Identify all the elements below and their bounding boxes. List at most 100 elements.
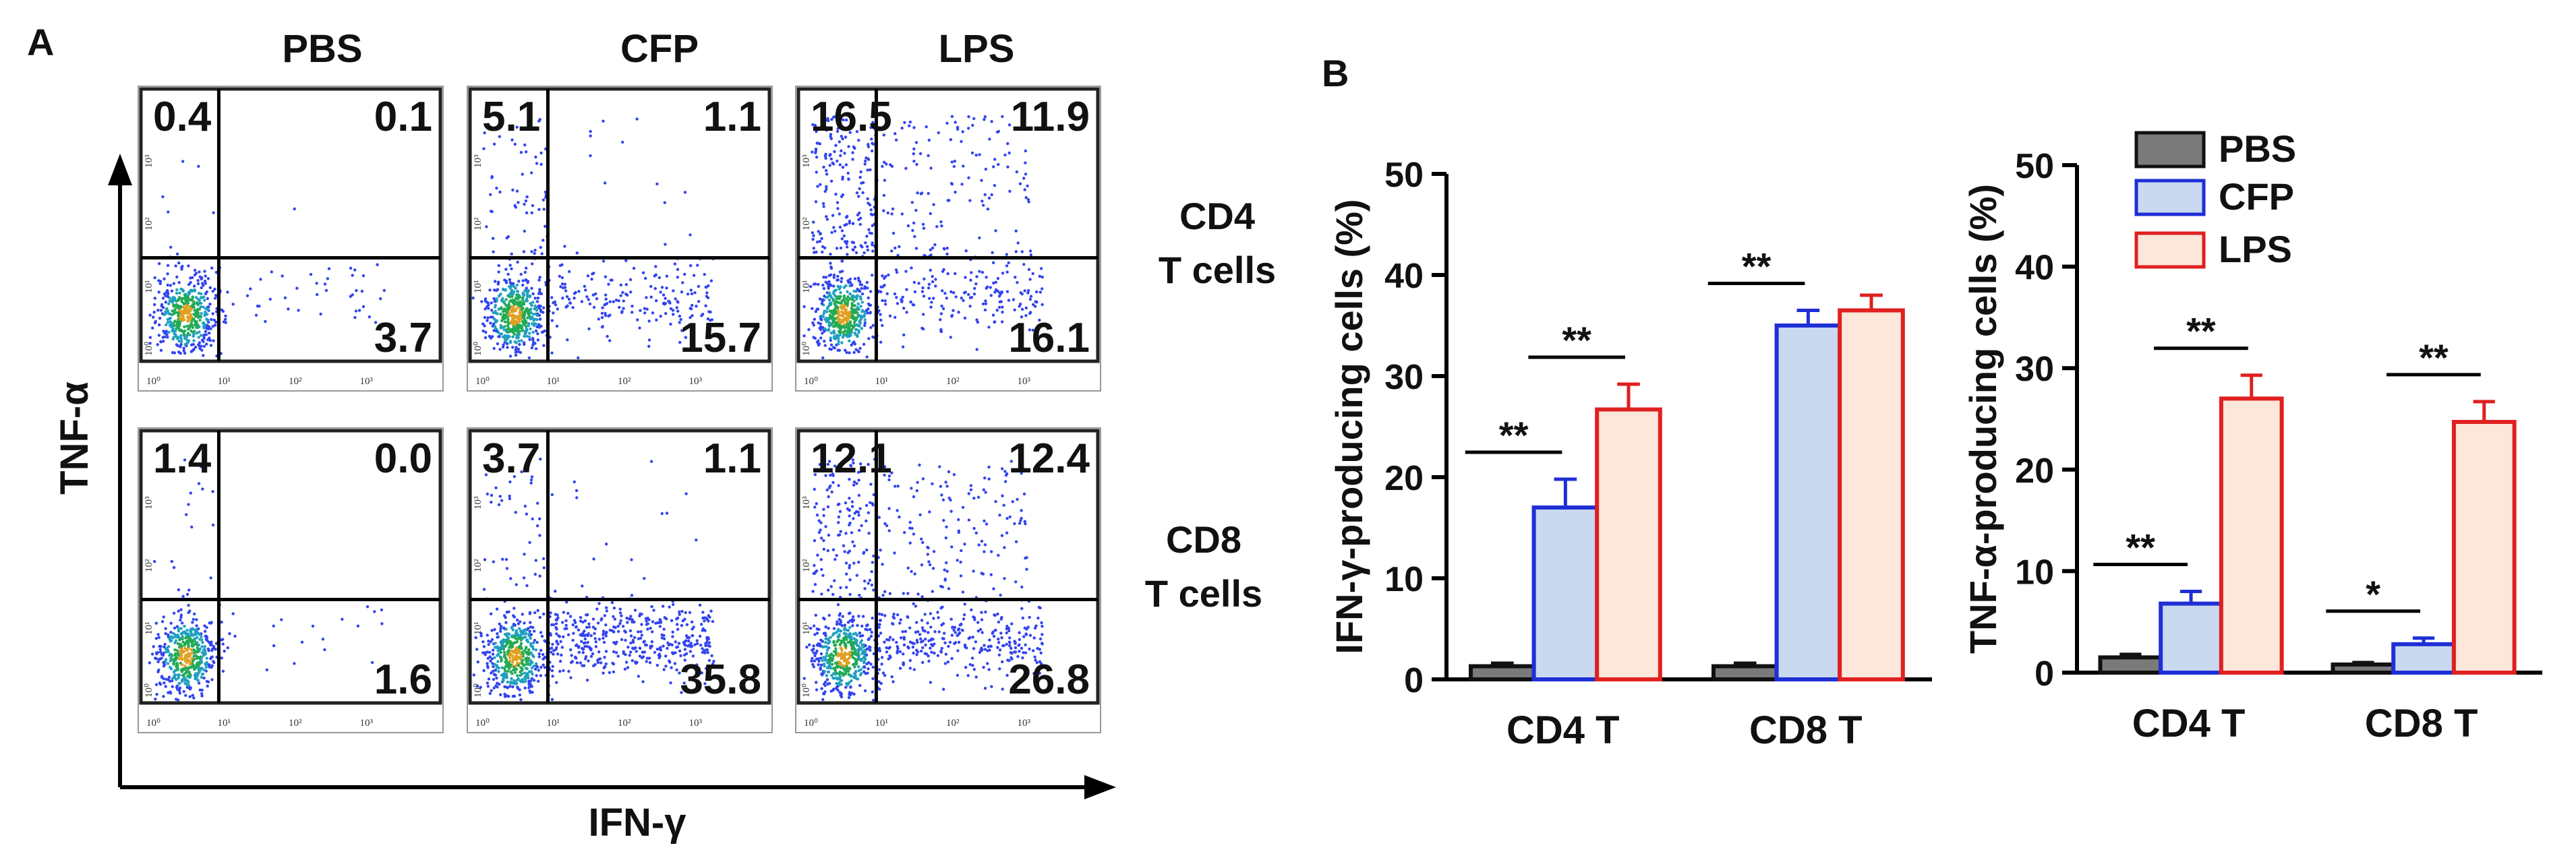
flow-dot <box>869 501 872 504</box>
flow-dot <box>557 634 560 638</box>
flow-dot <box>960 549 963 553</box>
flow-axes <box>108 154 1116 799</box>
flow-dot <box>639 612 642 616</box>
flow-dot <box>508 663 513 667</box>
flow-dot <box>823 189 827 193</box>
flow-dot <box>971 123 974 127</box>
flow-dot <box>918 633 922 636</box>
flow-dot <box>811 648 814 652</box>
flow-dot <box>983 687 987 690</box>
flow-dot <box>212 644 215 648</box>
flow-dot <box>817 530 821 534</box>
flow-dot <box>899 618 903 621</box>
flow-dot <box>527 356 531 360</box>
flow-dot <box>187 339 191 342</box>
flow-dot <box>691 314 694 317</box>
flow-dot <box>197 482 201 485</box>
flow-dot <box>539 245 542 249</box>
flow-dot <box>604 634 608 638</box>
flow-dot <box>519 630 523 634</box>
flow-dot <box>967 518 971 522</box>
flow-dot <box>987 196 991 200</box>
flow-dot <box>657 276 661 280</box>
flow-dot <box>943 578 947 581</box>
flow-dot <box>945 570 949 573</box>
flow-dot <box>635 650 638 653</box>
flow-dot <box>538 317 542 321</box>
flow-dot <box>856 658 860 661</box>
flow-dot <box>927 560 931 563</box>
flow-dot <box>189 491 192 495</box>
flow-y-tick-label: 10⁰ <box>473 342 484 356</box>
flow-dot <box>879 549 882 552</box>
flow-dot <box>510 252 513 255</box>
flow-dot <box>190 288 194 292</box>
flow-dot <box>817 343 821 347</box>
flow-dot <box>840 237 844 241</box>
flow-dot <box>680 329 684 332</box>
flow-dot <box>933 243 937 247</box>
flow-dot <box>1008 515 1012 519</box>
flow-dot <box>492 250 495 253</box>
flow-dot <box>173 324 176 328</box>
flow-dot <box>533 251 536 255</box>
flow-dot <box>1005 627 1009 631</box>
flow-dot <box>823 670 827 673</box>
flow-dot <box>822 508 825 511</box>
flow-dot <box>602 666 606 670</box>
flow-dot <box>513 671 517 674</box>
flow-dot <box>181 594 185 598</box>
flow-dot <box>842 118 845 122</box>
flow-dot <box>832 672 836 675</box>
flow-dot <box>815 340 819 344</box>
flow-dot <box>854 251 858 255</box>
flow-dot <box>197 343 200 346</box>
flow-dot <box>483 558 487 561</box>
flow-dot <box>179 627 183 630</box>
flow-dot <box>539 666 543 669</box>
flow-dot <box>818 463 822 466</box>
flow-dot <box>508 480 512 484</box>
flow-dot <box>818 142 822 146</box>
flow-dot <box>900 636 903 640</box>
flow-dot <box>813 282 817 286</box>
flow-dot <box>626 293 629 297</box>
flow-dot <box>492 237 495 240</box>
flow-dot <box>848 131 852 134</box>
flow-dot <box>603 614 606 617</box>
flow-dot <box>619 619 622 623</box>
flow-dot <box>895 270 899 274</box>
flow-dot <box>829 252 832 256</box>
flow-dot <box>950 115 954 118</box>
flow-dot <box>858 175 862 179</box>
flow-dot <box>571 638 575 642</box>
flow-dot <box>591 652 595 656</box>
flow-dot <box>637 637 641 640</box>
flow-dot <box>521 329 524 332</box>
flow-dot <box>190 320 194 324</box>
flow-dot <box>530 685 533 688</box>
flow-dot <box>200 311 203 315</box>
flow-dot <box>526 659 529 663</box>
flow-dot <box>612 300 615 303</box>
flow-dot <box>846 669 850 673</box>
flow-dot <box>562 611 566 614</box>
flow-dot <box>492 346 496 350</box>
flow-dot <box>820 567 823 572</box>
flow-dot <box>497 670 500 673</box>
flow-dot <box>245 294 250 297</box>
flow-dot <box>1001 320 1004 324</box>
flow-dot <box>640 623 643 626</box>
flow-dot <box>202 668 206 672</box>
flow-dot <box>575 251 579 255</box>
flow-dot <box>474 636 477 640</box>
flow-dot <box>293 207 296 211</box>
flow-dot <box>522 629 525 633</box>
flow-dot <box>484 651 487 654</box>
flow-dot <box>858 632 862 635</box>
flow-dot <box>525 299 528 303</box>
flow-dot <box>525 667 529 671</box>
flow-dot <box>815 644 819 647</box>
flow-dot <box>835 296 839 299</box>
